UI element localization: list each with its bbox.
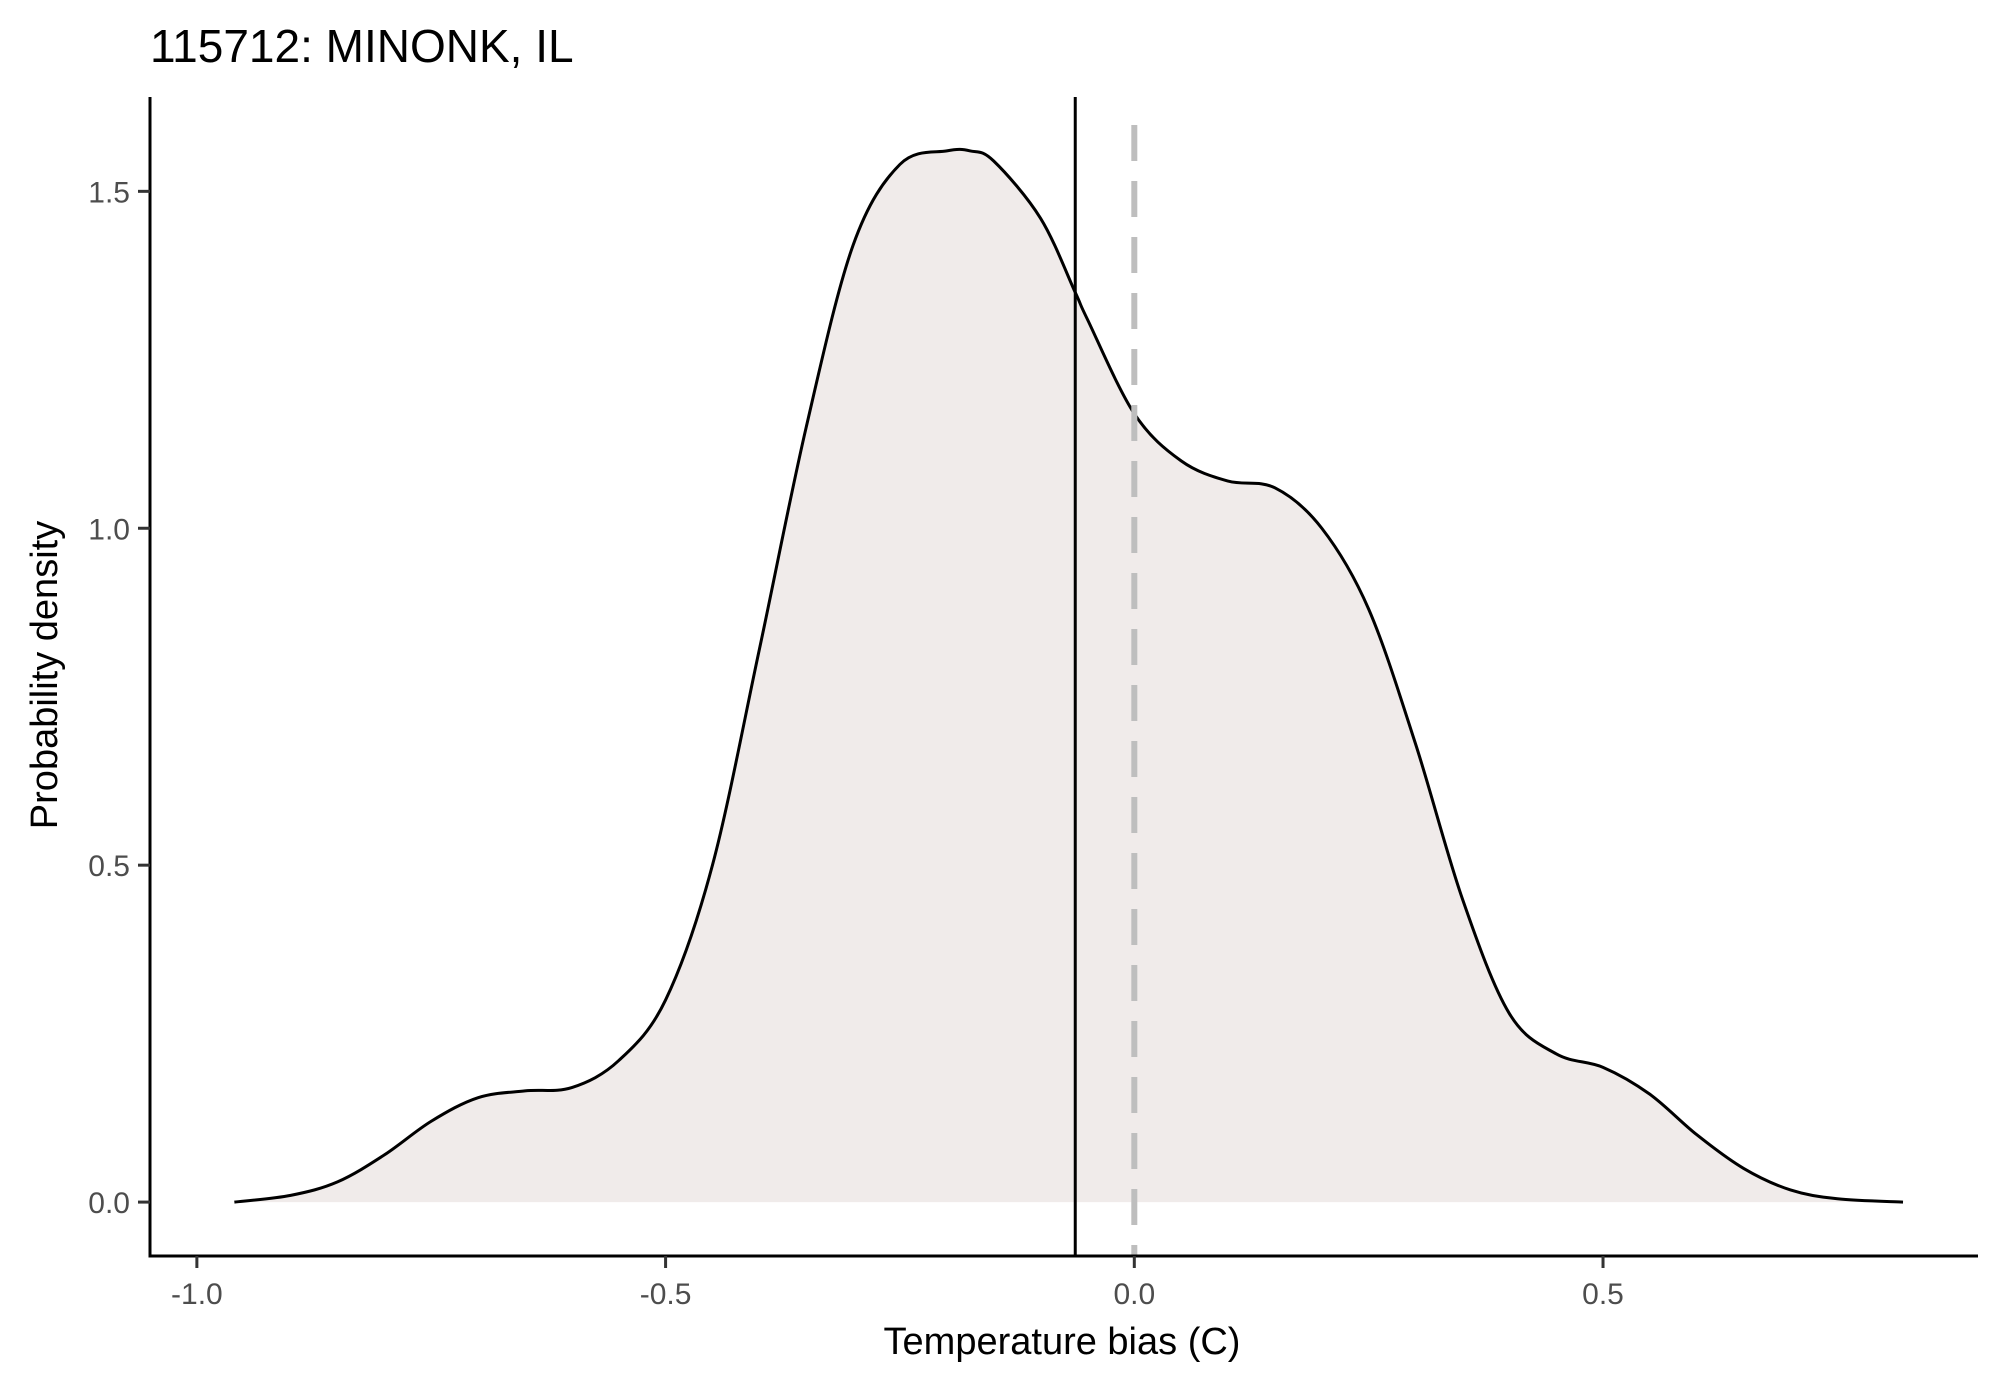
x-tick-label: 0.5 <box>1582 1278 1624 1311</box>
x-tick-label: -0.5 <box>640 1278 692 1311</box>
x-axis-title: Temperature bias (C) <box>884 1321 1241 1363</box>
density-curve <box>234 147 1904 1204</box>
y-tick-label: 1.5 <box>88 176 130 209</box>
y-tick-label: 0.5 <box>88 850 130 883</box>
chart-title: 115712: MINONK, IL <box>150 20 574 72</box>
plot-area <box>234 97 1904 1256</box>
y-tick-label: 1.0 <box>88 513 130 546</box>
y-axis-title: Probability density <box>24 521 66 829</box>
x-axis-ticks: -1.0 -0.5 0.0 0.5 <box>171 1256 1624 1311</box>
x-tick-label: 0.0 <box>1113 1278 1155 1311</box>
density-area <box>234 149 1904 1203</box>
y-axis-ticks: 0.0 0.5 1.0 1.5 <box>88 176 150 1220</box>
x-tick-label: -1.0 <box>171 1278 223 1311</box>
y-tick-label: 0.0 <box>88 1187 130 1220</box>
